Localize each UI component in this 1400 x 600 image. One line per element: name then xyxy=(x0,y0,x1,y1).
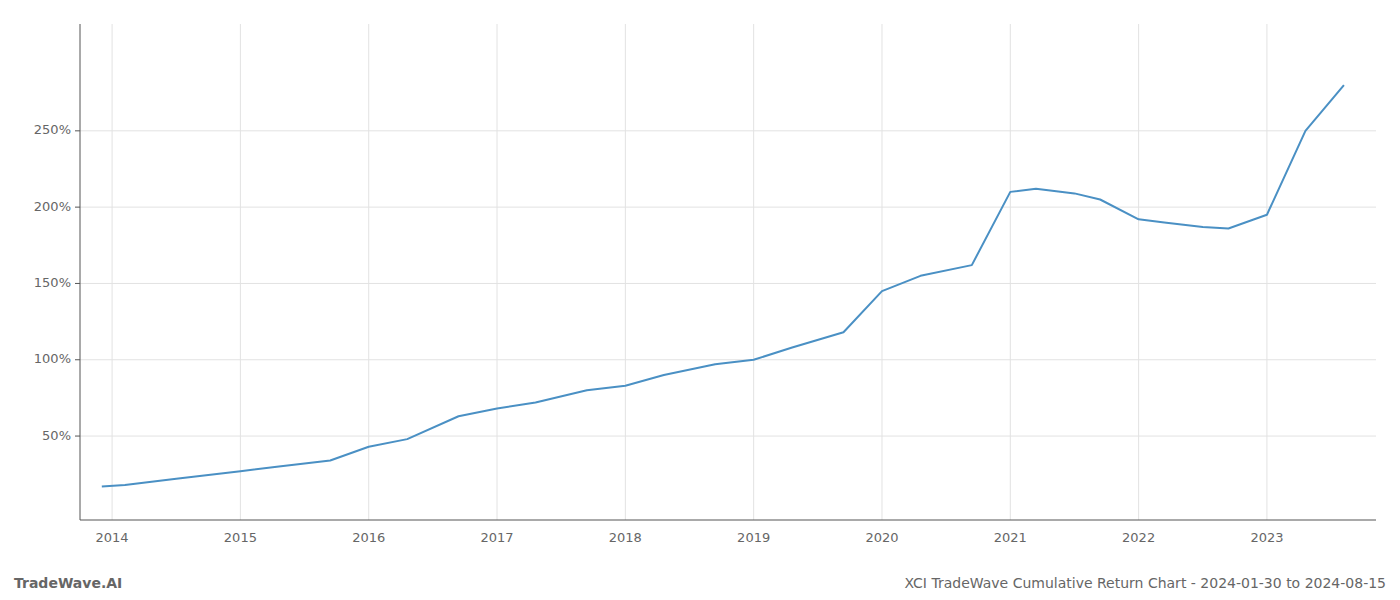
grid-line-y xyxy=(80,207,1376,208)
y-tick xyxy=(75,436,80,437)
plot-area xyxy=(102,85,1344,486)
axes: 50% 100% 150% 200% 250% 2014 2015 2016 2017 2018 2… xyxy=(34,24,1376,545)
x-tick-label: 2021 xyxy=(994,530,1027,545)
watermark: TradeWave.AI xyxy=(14,575,122,591)
y-tick-label: 100% xyxy=(34,351,71,366)
y-tick-label: 50% xyxy=(42,428,71,443)
y-tick-label: 250% xyxy=(34,122,71,137)
y-tick-label: 200% xyxy=(34,199,71,214)
grid-line-x xyxy=(1010,24,1011,520)
x-axis-line xyxy=(80,520,1376,521)
chart-svg: 50% 100% 150% 200% 250% 2014 2015 2016 2017 2018 2… xyxy=(0,0,1400,600)
x-tick-label: 2022 xyxy=(1122,530,1155,545)
grid-line-x xyxy=(497,24,498,520)
grid-line-x xyxy=(753,24,754,520)
x-tick-label: 2017 xyxy=(480,530,513,545)
x-tick-label: 2019 xyxy=(737,530,770,545)
x-tick-label: 2014 xyxy=(96,530,129,545)
grid-line-x xyxy=(1138,24,1139,520)
grid xyxy=(80,24,1376,520)
x-tick-label: 2016 xyxy=(352,530,385,545)
grid-line-x xyxy=(881,24,882,520)
grid-line-x xyxy=(368,24,369,520)
grid-line-y xyxy=(80,130,1376,131)
title: XCI TradeWave Cumulative Return Chart - … xyxy=(905,575,1387,591)
y-tick xyxy=(75,130,80,131)
x-tick-label: 2023 xyxy=(1250,530,1283,545)
grid-line-x xyxy=(625,24,626,520)
x-tick-label: 2018 xyxy=(609,530,642,545)
grid-line-x xyxy=(1266,24,1267,520)
y-axis-line xyxy=(80,24,81,520)
grid-line-x xyxy=(240,24,241,520)
grid-line-y xyxy=(80,436,1376,437)
grid-line-y xyxy=(80,283,1376,284)
grid-line-y xyxy=(80,359,1376,360)
chart-container: 50% 100% 150% 200% 250% 2014 2015 2016 2017 2018 2… xyxy=(0,0,1400,600)
line-series xyxy=(102,85,1344,486)
y-tick xyxy=(75,359,80,360)
y-tick xyxy=(75,207,80,208)
x-tick-label: 2020 xyxy=(865,530,898,545)
y-tick xyxy=(75,283,80,284)
grid-line-x xyxy=(112,24,113,520)
y-tick-label: 150% xyxy=(34,275,71,290)
x-tick-label: 2015 xyxy=(224,530,257,545)
